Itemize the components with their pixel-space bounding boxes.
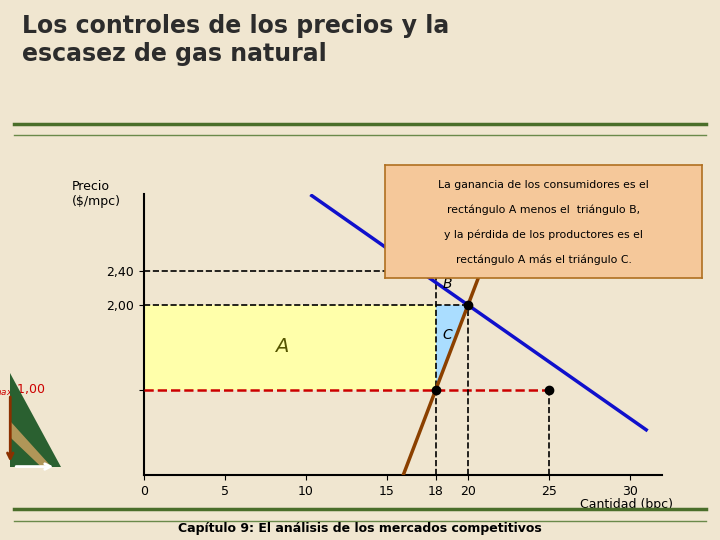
Bar	[144, 305, 436, 390]
Text: $C$: $C$	[442, 328, 454, 342]
Polygon shape	[10, 373, 61, 467]
Text: y la pérdida de los productores es el: y la pérdida de los productores es el	[444, 230, 643, 240]
Text: La ganancia de los consumidores es el: La ganancia de los consumidores es el	[438, 180, 649, 190]
Text: Cantidad (bpc): Cantidad (bpc)	[580, 498, 672, 511]
Text: $(P_{max})$1,00: $(P_{max})$1,00	[0, 382, 45, 398]
Text: Precio
($/mpc): Precio ($/mpc)	[71, 180, 120, 208]
Text: Capítulo 9: El análisis de los mercados competitivos: Capítulo 9: El análisis de los mercados …	[178, 522, 542, 535]
Text: $B$: $B$	[442, 277, 453, 291]
Polygon shape	[436, 305, 468, 390]
Text: $D$: $D$	[404, 207, 419, 225]
Text: rectángulo A más el triángulo C.: rectángulo A más el triángulo C.	[456, 255, 631, 265]
Text: rectángulo A menos el  triángulo B,: rectángulo A menos el triángulo B,	[447, 205, 640, 215]
Text: $S$: $S$	[515, 202, 528, 220]
Text: Los controles de los precios y la
escasez de gas natural: Los controles de los precios y la escase…	[22, 14, 449, 66]
Text: $A$: $A$	[274, 337, 289, 356]
Polygon shape	[10, 421, 51, 467]
